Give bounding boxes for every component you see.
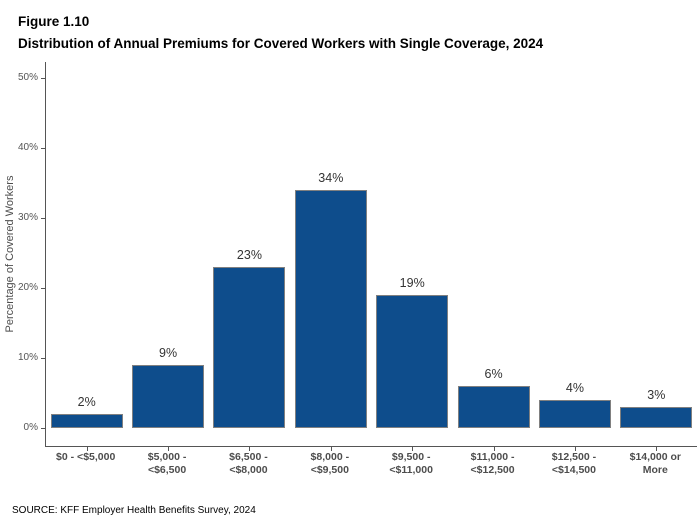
x-tick-mark bbox=[86, 447, 88, 451]
bar-slot: 23% bbox=[209, 62, 290, 451]
bar-4 bbox=[294, 190, 367, 428]
bar-value-label: 6% bbox=[484, 367, 503, 381]
x-category-label: $0 - <$5,000 bbox=[56, 451, 116, 463]
x-category-label: $6,500 - <$8,000 bbox=[229, 451, 268, 476]
x-tick-mark bbox=[249, 447, 251, 451]
y-tick-mark bbox=[41, 218, 45, 219]
plot-area: 2% 9% 23% 34% 19% 6% 4% 3% bbox=[45, 62, 697, 451]
bar-slot: 9% bbox=[127, 62, 208, 451]
x-tick-mark bbox=[493, 447, 495, 451]
x-category-label: $8,000 - <$9,500 bbox=[310, 451, 350, 476]
y-axis-title: Percentage of Covered Workers bbox=[4, 175, 16, 333]
bar-1 bbox=[50, 414, 123, 428]
y-tick-mark bbox=[41, 78, 45, 79]
x-category-label: $12,500 - <$14,500 bbox=[551, 451, 597, 476]
bar-2 bbox=[132, 365, 205, 428]
x-category-label: $9,500 - <$11,000 bbox=[389, 451, 433, 476]
bar-8 bbox=[620, 407, 693, 428]
y-tick-mark bbox=[41, 428, 45, 429]
bar-6 bbox=[457, 386, 530, 428]
bar-value-label: 3% bbox=[647, 388, 666, 402]
bar-slot: 34% bbox=[290, 62, 371, 451]
bar-value-label: 4% bbox=[565, 381, 584, 395]
bar-slot: 6% bbox=[453, 62, 534, 451]
source-note: SOURCE: KFF Employer Health Benefits Sur… bbox=[12, 505, 256, 516]
x-tick-mark bbox=[168, 447, 170, 451]
x-tick-mark bbox=[330, 447, 332, 451]
x-category-label: $11,000 - <$12,500 bbox=[470, 451, 515, 476]
x-axis-labels: $0 - <$5,000 $5,000 - <$6,500 $6,500 - <$8… bbox=[45, 451, 696, 476]
bar-7 bbox=[538, 400, 611, 428]
figure-title: Distribution of Annual Premiums for Cove… bbox=[18, 36, 544, 51]
bar-slot: 3% bbox=[616, 62, 697, 451]
y-tick-label: 30% bbox=[17, 212, 38, 223]
x-tick-mark bbox=[574, 447, 576, 451]
y-tick-label: 20% bbox=[17, 282, 38, 293]
y-tick-label: 10% bbox=[17, 352, 38, 363]
bar-slot: 2% bbox=[46, 62, 127, 451]
y-tick-mark bbox=[41, 358, 45, 359]
y-tick-label: 50% bbox=[17, 72, 38, 83]
bar-value-label: 2% bbox=[77, 395, 96, 409]
bar-value-label: 19% bbox=[399, 276, 425, 290]
bar-value-label: 34% bbox=[318, 171, 344, 185]
bar-value-label: 9% bbox=[159, 346, 178, 360]
x-category-label: $5,000 - <$6,500 bbox=[147, 451, 187, 476]
bar-value-label: 23% bbox=[236, 248, 262, 262]
y-tick-mark bbox=[41, 288, 45, 289]
bar-5 bbox=[376, 295, 449, 428]
x-tick-mark bbox=[412, 447, 414, 451]
x-category-label: $14,000 or More bbox=[629, 451, 681, 476]
bar-slot: 4% bbox=[534, 62, 615, 451]
y-tick-label: 0% bbox=[23, 422, 38, 433]
y-tick-mark bbox=[41, 148, 45, 149]
bar-3 bbox=[213, 267, 286, 428]
figure-number: Figure 1.10 bbox=[18, 14, 90, 29]
x-tick-mark bbox=[656, 447, 658, 451]
y-tick-label: 40% bbox=[17, 142, 38, 153]
bar-slot: 19% bbox=[372, 62, 453, 451]
